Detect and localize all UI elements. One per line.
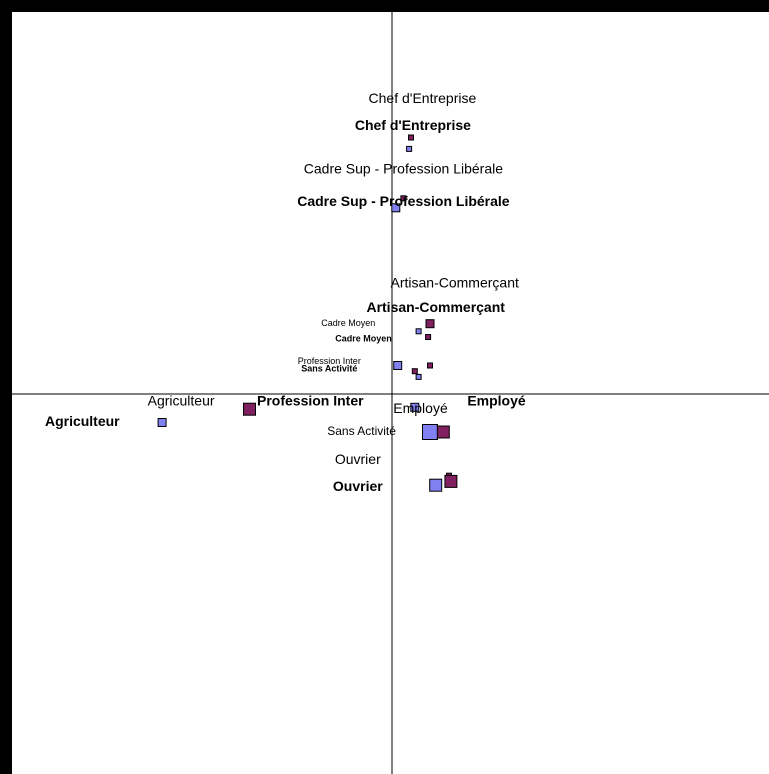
point-label: Agriculteur [148, 392, 215, 408]
data-point [411, 368, 418, 375]
data-point [243, 402, 256, 416]
data-point [425, 319, 435, 329]
data-point [415, 328, 422, 335]
data-point [393, 361, 403, 370]
point-label: Cadre Moyen [321, 318, 375, 328]
data-point [157, 418, 167, 427]
point-label: Sans Activité [301, 364, 357, 374]
point-label: Chef d'Entreprise [369, 90, 477, 106]
data-point [422, 424, 438, 440]
axes-layer [12, 12, 769, 774]
point-label: Artisan-Commerçant [391, 275, 519, 291]
point-label: Employé [393, 400, 448, 416]
points-layer [157, 134, 458, 492]
data-point [406, 145, 413, 152]
data-point [427, 362, 433, 369]
point-label: Artisan-Commerçant [366, 299, 505, 315]
data-point [391, 203, 401, 213]
point-label: Profession Inter [298, 356, 361, 366]
point-label: Sans Activité [327, 424, 396, 438]
point-label: Agriculteur [45, 413, 120, 429]
data-point [444, 474, 458, 488]
point-label: Ouvrier [335, 451, 381, 467]
point-label: Profession Inter [257, 392, 364, 408]
data-point [425, 334, 432, 340]
data-point [408, 134, 414, 141]
data-point [410, 402, 420, 412]
point-label: Ouvrier [333, 478, 383, 494]
data-point [415, 373, 422, 380]
data-point [436, 425, 450, 439]
point-label: Cadre Moyen [335, 333, 392, 343]
data-point [429, 478, 443, 492]
frame-top-border [0, 0, 769, 12]
frame-left-border [0, 0, 12, 774]
point-label: Chef d'Entreprise [355, 117, 471, 133]
point-label: Employé [467, 392, 526, 408]
point-label: Cadre Sup - Profession Libérale [297, 193, 510, 209]
point-label: Cadre Sup - Profession Libérale [304, 161, 503, 177]
data-point [400, 195, 407, 202]
labels-layer: Chef d'Entreprise Chef d'Entreprise Cadre … [45, 90, 526, 494]
